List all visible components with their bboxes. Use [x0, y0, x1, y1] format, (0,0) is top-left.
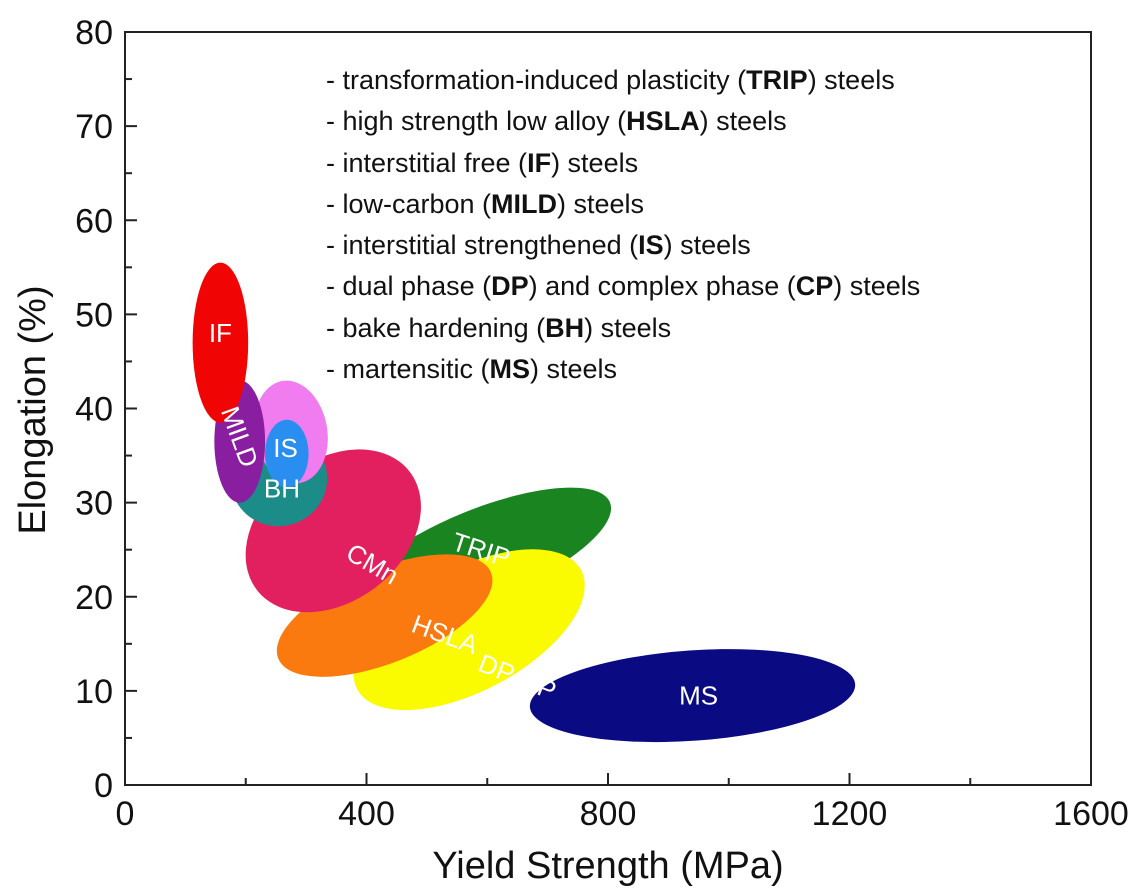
ticks-layer: 0 400 800 1200 1600 0 10 20 30 40 50 60 70 80 [75, 14, 1129, 833]
region-label-is: IS [273, 433, 298, 463]
region-label-if: IF [209, 318, 232, 348]
regions-layer [192, 262, 856, 743]
legend-text: - dual phase ( [326, 271, 492, 302]
y-tick-label-0: 0 [94, 767, 113, 805]
y-tick-label-20: 20 [75, 579, 113, 617]
x-tick-label-1200: 1200 [812, 795, 888, 833]
legend-text: ) steels [807, 65, 895, 95]
y-tick-label-70: 70 [75, 108, 113, 146]
region-ellipse-ms-0 [529, 649, 856, 743]
y-tick-label-50: 50 [75, 296, 113, 334]
legend-item-trip: - transformation-induced plasticity (TRI… [326, 60, 920, 101]
legend-abbreviation: BH [545, 312, 585, 343]
legend-text: - interstitial strengthened ( [326, 230, 639, 261]
y-tick-label-80: 80 [75, 14, 113, 52]
legend-text: - interstitial free ( [326, 147, 528, 178]
y-tick-label-60: 60 [75, 202, 113, 240]
x-tick-label-1600: 1600 [1053, 795, 1129, 833]
y-tick-label-30: 30 [75, 485, 113, 523]
x-tick-label-0: 0 [116, 795, 135, 833]
legend-item-is: - interstitial strengthened (IS) steels [326, 225, 920, 266]
legend-item-dp: - dual phase (DP) and complex phase (CP)… [326, 266, 920, 307]
legend-text: ) steels [833, 271, 921, 302]
legend-abbreviation: MS [489, 354, 531, 385]
legend-item-ms: - martensitic (MS) steels [326, 349, 920, 390]
region-ellipse-dp-cp-2 [353, 549, 585, 711]
legend-item-if: - interstitial free (IF) steels [326, 143, 920, 184]
legend-text: ) steels [551, 147, 639, 178]
x-axis-title: Yield Strength (MPa) [432, 845, 783, 887]
region-ellipse-hsla-3 [276, 554, 493, 677]
legend-item-bh: - bake hardening (BH) steels [326, 308, 920, 349]
legend-text: - high strength low alloy ( [326, 106, 627, 137]
x-tick-label-800: 800 [580, 795, 637, 833]
legend-text: ) steels [584, 312, 672, 343]
legend-text: ) steels [557, 188, 645, 219]
legend-text: ) steels [699, 106, 787, 137]
legend-text: ) and complex phase ( [528, 271, 796, 302]
legend-abbreviation: CP [795, 271, 834, 302]
legend-text: - bake hardening ( [326, 312, 546, 343]
legend-abbreviation: DP [491, 271, 529, 302]
legend-abbreviation: TRIP [746, 65, 808, 95]
y-tick-label-10: 10 [75, 673, 113, 711]
legend-text: ) steels [530, 354, 618, 385]
legend-abbreviation: HSLA [626, 106, 700, 137]
legend: - transformation-induced plasticity (TRI… [326, 60, 920, 390]
region-ellipse-is-7 [265, 419, 309, 488]
legend-item-mild: - low-carbon (MILD) steels [326, 184, 920, 225]
legend-abbreviation: IF [527, 147, 552, 178]
legend-text: - martensitic ( [326, 354, 490, 385]
region-label-ms: MS [679, 681, 718, 711]
region-label-bh: BH [264, 474, 300, 504]
legend-text: - transformation-induced plasticity ( [326, 65, 747, 95]
x-tick-label-400: 400 [338, 795, 395, 833]
legend-abbreviation: IS [638, 230, 664, 261]
legend-item-hsla: - high strength low alloy (HSLA) steels [326, 101, 920, 142]
legend-abbreviation: MILD [491, 188, 558, 219]
region-ellipse-if-9 [192, 262, 249, 423]
y-tick-label-40: 40 [75, 391, 113, 429]
legend-text: ) steels [663, 230, 751, 261]
y-axis-title: Elongation (%) [12, 285, 54, 534]
legend-text: - low-carbon ( [326, 188, 492, 219]
